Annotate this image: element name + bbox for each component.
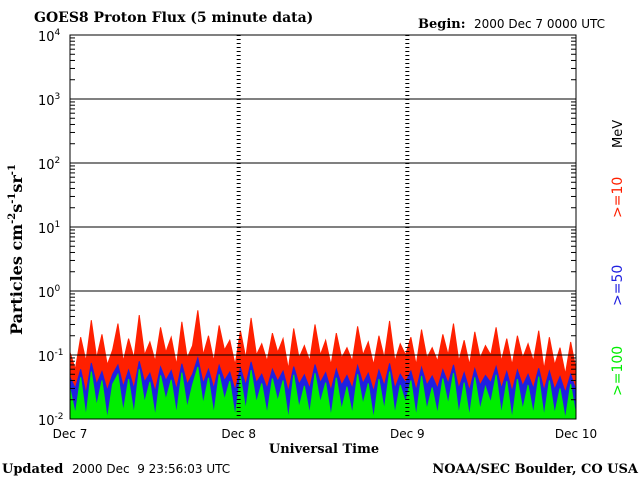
plot-frame <box>69 34 577 420</box>
y-tick-label: 100 <box>38 284 61 301</box>
x-tick-labels: Dec 7 Dec 8 Dec 9 Dec 10 <box>53 427 597 441</box>
y-axis-label: Particles cm-2s-1sr-1 <box>7 164 26 335</box>
legend-entry-ge100: >=100 <box>610 346 626 396</box>
y-tick-labels: 104 103 102 101 100 10-1 10-2 <box>38 28 64 429</box>
legend-entry-ge50: >=50 <box>610 265 626 306</box>
chart-title: GOES8 Proton Flux (5 minute data) <box>34 10 313 26</box>
y-tick-label: 10-2 <box>38 412 64 429</box>
y-tick-label: 102 <box>38 156 60 173</box>
legend-unit: MeV <box>611 120 626 148</box>
y-tick-label: 10-1 <box>38 348 64 365</box>
y-tick-label: 103 <box>38 92 60 109</box>
updated-value: 2000 Dec 9 23:56:03 UTC <box>72 462 230 476</box>
begin-label: Begin: <box>418 17 466 32</box>
source-credit: NOAA/SEC Boulder, CO USA <box>432 462 639 477</box>
x-axis-label: Universal Time <box>269 442 379 457</box>
x-tick-label: Dec 9 <box>390 427 425 441</box>
y-tick-label: 104 <box>38 28 61 45</box>
series-ge100 <box>69 366 577 420</box>
series-layer <box>69 310 577 420</box>
x-tick-label: Dec 7 <box>53 427 88 441</box>
y-tick-label: 101 <box>38 220 60 237</box>
legend-entry-ge10: >=10 <box>610 177 626 218</box>
begin-value: 2000 Dec 7 0000 UTC <box>474 17 605 31</box>
x-tick-label: Dec 10 <box>555 427 597 441</box>
x-tick-label: Dec 8 <box>221 427 256 441</box>
updated-label: Updated <box>2 462 63 477</box>
